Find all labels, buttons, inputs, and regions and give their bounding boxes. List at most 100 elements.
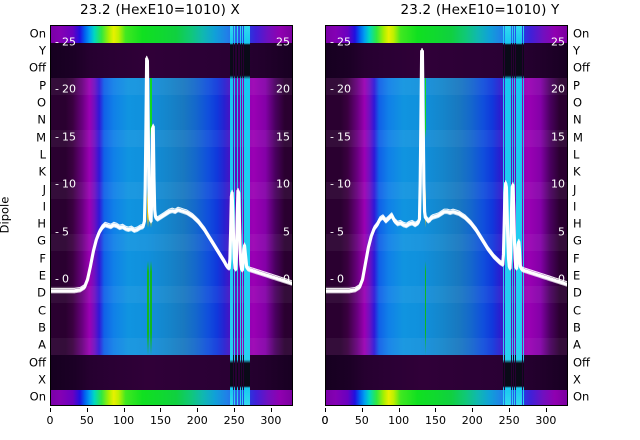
heat-band (51, 164, 292, 183)
rainbow-band (51, 389, 292, 405)
marker-column (424, 77, 427, 356)
category-label: P (39, 77, 46, 92)
heat-band (51, 320, 292, 339)
category-axis-left-x: On Y Off P O N M L K J I H G F E D C B A Off X On (6, 25, 46, 406)
x-tick-label: 0 (321, 414, 329, 427)
heat-band (51, 337, 292, 356)
x-tick-mark (509, 408, 511, 412)
heat-band (51, 181, 292, 200)
rainbow-band (51, 26, 292, 44)
heat-band (326, 216, 567, 235)
x-tick-mark (86, 408, 88, 412)
category-label: H (37, 216, 46, 231)
category-label: N (37, 112, 46, 127)
x-tick-mark (160, 408, 162, 412)
category-label: Off (29, 60, 46, 75)
heat-band (51, 129, 292, 148)
category-label: K (573, 164, 581, 179)
heat-band (51, 233, 292, 252)
category-label: J (573, 181, 577, 196)
x-tick-mark (197, 408, 199, 412)
heat-band (326, 199, 567, 218)
heat-band (326, 77, 567, 96)
heat-band (326, 233, 567, 252)
x-tick-mark (270, 408, 272, 412)
category-label: O (573, 95, 583, 110)
category-label: E (38, 268, 46, 283)
category-label: K (38, 164, 46, 179)
heat-band (51, 95, 292, 114)
x-axis-x: 0 50 100 150 200 250 300 0 (46, 408, 329, 438)
heat-band (326, 129, 567, 148)
rainbow-band (326, 389, 567, 405)
category-label: On (573, 389, 590, 404)
category-label: H (573, 216, 582, 231)
x-tick-label: 150 (424, 414, 446, 427)
plot-area-y: -25 25-20 20-15 15-10 10-5 5-0 0 (325, 25, 568, 406)
category-label: M (573, 129, 583, 144)
category-label: G (573, 233, 582, 248)
category-label: On (29, 25, 46, 40)
category-label: M (36, 129, 46, 144)
category-label: N (573, 112, 582, 127)
heat-band (326, 95, 567, 114)
dark-band (51, 60, 292, 79)
category-label: D (37, 285, 46, 300)
dark-band (51, 372, 292, 391)
category-label: On (29, 389, 46, 404)
heat-band (51, 147, 292, 166)
category-label: Y (38, 43, 46, 58)
category-label: Off (573, 60, 590, 75)
rainbow-band (326, 26, 567, 44)
heat-band (326, 251, 567, 270)
x-tick-mark (123, 408, 125, 412)
x-tick-label: 250 (223, 414, 245, 427)
x-tick-label: 150 (149, 414, 171, 427)
category-label: Off (29, 354, 46, 369)
x-tick-mark (361, 408, 363, 412)
heat-band (326, 147, 567, 166)
category-label: F (573, 251, 580, 266)
x-tick-label: 100 (388, 414, 410, 427)
x-axis-y: 0 50 100 150 200 250 300 (321, 408, 568, 438)
dark-band (326, 355, 567, 373)
category-label: F (39, 251, 46, 266)
dark-band (326, 43, 567, 62)
x-tick-label: 0 (46, 414, 54, 427)
heat-band (326, 181, 567, 200)
x-tick-label: 50 (79, 414, 94, 427)
dark-band (326, 372, 567, 391)
heat-band (51, 112, 292, 131)
category-label: J (42, 181, 46, 196)
x-tick-mark (325, 408, 326, 412)
y-axis-title: Dipole (0, 196, 12, 234)
heat-band (326, 303, 567, 321)
marker-column (147, 77, 149, 356)
category-label: Y (573, 43, 581, 58)
panel-x: 23.2 (HexE10=1010) X (79, 2, 240, 18)
x-tick-mark (472, 408, 474, 412)
category-label: C (37, 303, 46, 317)
x-tick-label: 0 (321, 414, 329, 427)
heat-band (326, 112, 567, 131)
plot-area-x: -25 25-20 20-15 15-10 10-5 5-0 0 (50, 25, 293, 406)
heat-band (326, 320, 567, 339)
category-label: G (37, 233, 46, 248)
heat-band (51, 268, 292, 287)
x-tick-mark (234, 408, 236, 412)
x-tick-label: 200 (461, 414, 483, 427)
heat-band (326, 285, 567, 304)
x-tick-label: 50 (354, 414, 369, 427)
panel-y-title: 23.2 (HexE10=1010) Y (400, 2, 560, 18)
heat-band (51, 216, 292, 235)
panel-x-title: 23.2 (HexE10=1010) X (79, 2, 240, 18)
category-label: I (42, 199, 46, 214)
category-label: B (38, 320, 46, 335)
category-label: L (39, 147, 46, 162)
heat-band (51, 77, 292, 96)
heat-band (326, 164, 567, 183)
heat-band (51, 303, 292, 321)
category-label: X (38, 372, 46, 387)
x-tick-mark (435, 408, 437, 412)
heat-band (51, 251, 292, 270)
